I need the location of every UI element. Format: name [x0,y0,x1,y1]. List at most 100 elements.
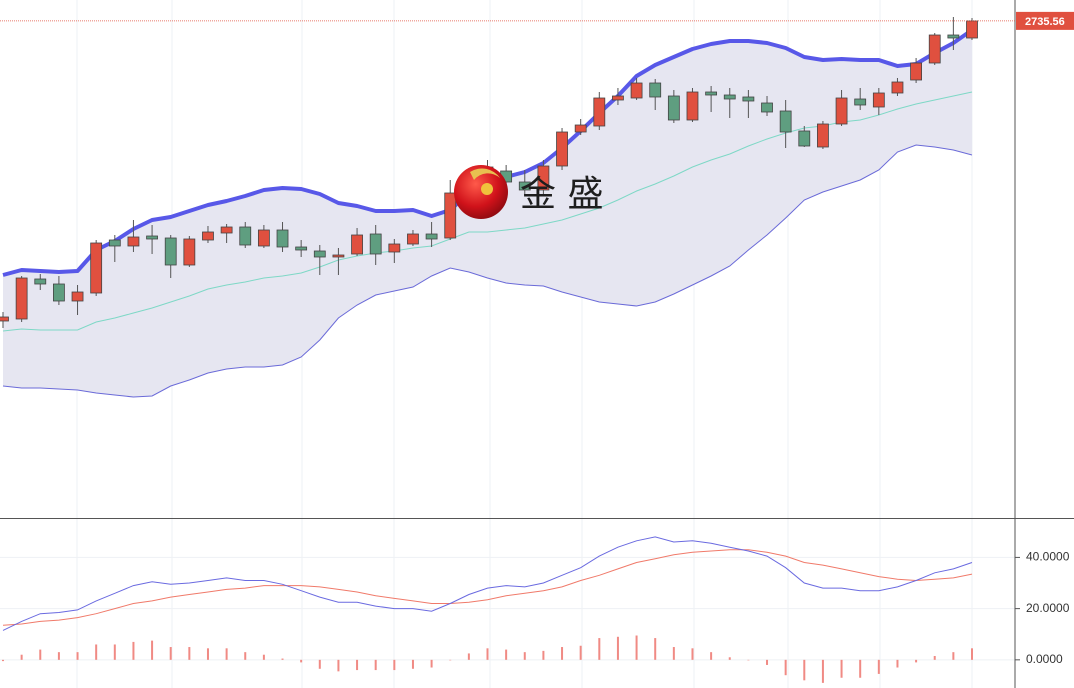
histogram-bar [691,648,694,660]
candle-body [127,236,140,247]
histogram-bar [374,659,377,671]
middle-band [2,91,973,332]
candle-body [239,226,252,246]
candle-body [257,229,270,247]
histogram-bar [467,653,470,660]
histogram-bar [76,652,79,660]
candle-body [183,238,196,266]
histogram-bar [281,658,284,660]
candle-body [928,34,941,64]
candle-body [779,110,792,133]
candle-body [649,82,662,98]
candle-body [34,278,47,285]
last-price-label: 2735.56 [1025,16,1065,28]
candle-body [798,130,811,147]
histogram-bar [430,659,433,668]
histogram-bar [710,652,713,660]
histogram-bar [300,659,303,663]
histogram-bar [747,659,750,661]
candle-body [369,233,382,255]
candle-body [276,229,289,248]
y-tick-label: 0.0000 [1026,652,1063,666]
candle-body [742,96,755,102]
histogram-bar [859,659,862,678]
histogram-bar [262,654,265,660]
histogram-bar [821,659,824,683]
candle-body [612,95,624,101]
candle-body [407,233,419,245]
candle-body [686,91,699,121]
histogram-bar [132,641,135,660]
histogram-bar [784,659,787,676]
histogram-bar [20,654,23,660]
candle-body [388,243,401,253]
watermark-text: 金 盛 [520,174,603,215]
candle-body [872,92,885,108]
candle-body [835,97,848,125]
histogram-bar [654,638,657,660]
candle-body [90,242,103,294]
histogram-bar [523,652,526,660]
candle-body [313,250,326,258]
candle-body [0,316,9,322]
candle-body [202,231,214,241]
candle-body [947,34,960,39]
histogram-bar [561,647,564,660]
macd-pane [0,536,1015,683]
candle-body [351,234,363,255]
candle-body [444,192,457,239]
candle-body [537,165,550,191]
histogram-bar [188,647,191,660]
histogram-bar [803,659,806,681]
histogram-bar [393,659,396,671]
histogram-bar [952,652,955,660]
histogram-bar [542,650,545,660]
dif-line [2,536,973,631]
histogram-bar [318,659,321,669]
dea-line [2,549,973,626]
histogram-bar [896,659,899,668]
histogram-bar [57,652,60,660]
candle-body [518,181,531,191]
histogram-bar [95,644,98,660]
lower-band [2,144,973,398]
candle-body [53,283,65,302]
candle-body [854,98,867,106]
histogram-bar [244,652,247,660]
histogram-bar [840,659,843,678]
candle-body [761,102,773,113]
last-price-box [1016,11,1074,30]
candle-body [891,81,904,94]
histogram-bar [486,648,489,660]
histogram-bar [635,635,638,660]
histogram-bar [933,655,936,660]
candle-body [723,94,736,100]
candle-body [705,91,718,96]
histogram-bar [225,648,228,660]
histogram-bar [672,647,675,660]
candle-body [910,62,922,81]
y-tick-label: 20.0000 [1026,601,1070,615]
candle-body [630,82,643,99]
histogram-bar [877,659,880,674]
histogram-bar [169,647,172,660]
histogram-bar [356,659,359,671]
candle-body [574,124,587,133]
y-tick-label: 40.0000 [1026,550,1070,564]
histogram-bar [449,659,452,661]
histogram-bar [337,659,340,672]
logo-arc [470,168,500,180]
histogram-bar [915,659,918,663]
candle-body [164,237,177,266]
histogram-bar [579,645,582,660]
candle-body [332,254,345,258]
candle-body [667,95,680,121]
logo-ball [454,165,508,219]
candle-body [425,233,438,240]
histogram-bar [598,638,601,660]
candle-body [556,131,568,167]
candle-body [108,239,121,247]
candle-body [146,235,158,240]
histogram-bar [971,648,973,660]
